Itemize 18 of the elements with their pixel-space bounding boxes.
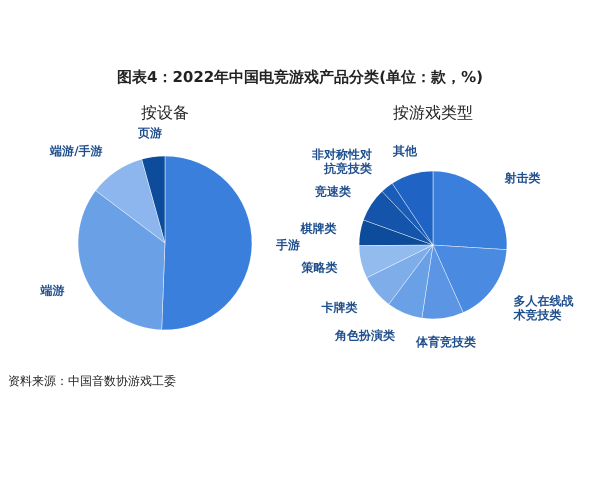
slice-label: 策略类 [302,260,338,275]
title: 图表4：2022年中国电竞游戏产品分类(单位：款，%) [117,68,483,86]
slice-label: 非对称性对抗竞技类 [312,147,372,176]
slice-label: 角色扮演类 [335,328,396,342]
slice-label: 射击类 [504,170,540,185]
slice-label: 其他 [392,144,417,158]
slice-label: 手游 [276,238,300,252]
slice-label: 页游 [138,126,162,140]
slice-label: 端游 [40,284,65,298]
annotation: 资料来源：中国音数协游戏工委 [8,374,176,388]
slice-label: 竞速类 [314,184,351,198]
slice-label: 体育竞技类 [416,335,476,350]
subtitle: 按设备 [141,103,189,122]
slice-label: 多人在线战术竞技类 [514,294,574,322]
slice-label: 棋牌类 [300,221,336,236]
title: 按游戏类型 [393,103,473,122]
slice-label: 卡牌类 [322,300,358,315]
slice-label: 端游/手游 [50,144,103,158]
